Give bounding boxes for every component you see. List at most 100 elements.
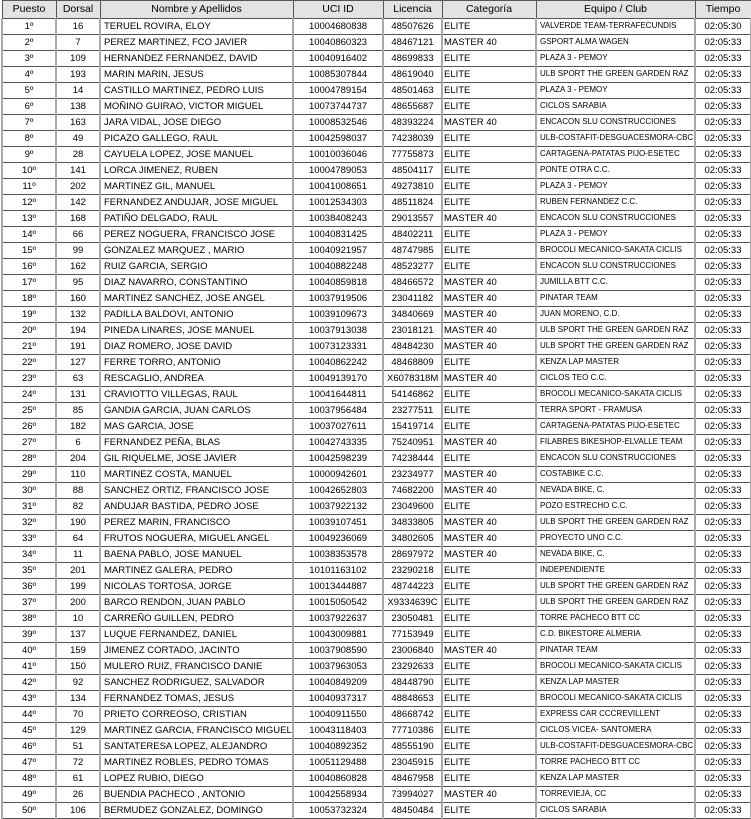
- table-row: 43º 134 FERNANDEZ TOMAS, JESUS 10040937317 4…: [1, 690, 751, 707]
- puesto-cell: 16º: [1, 258, 57, 275]
- dorsal-cell: 14: [55, 82, 101, 99]
- name-cell: GONZALEZ MARQUEZ , MARIO: [99, 242, 294, 259]
- categoria-cell: MASTER 40: [441, 514, 537, 531]
- uci-id-cell: 10041644811: [292, 386, 384, 403]
- puesto-cell: 21º: [1, 338, 57, 355]
- table-row: 28º 204 GIL RIQUELME, JOSE JAVIER 100425982…: [1, 450, 751, 467]
- time-cell: 02:05:33: [694, 34, 751, 51]
- licencia-cell: 23018121: [382, 322, 443, 339]
- time-cell: 02:05:33: [694, 466, 751, 483]
- team-cell: NEVADA BIKE, C.: [535, 482, 696, 499]
- name-cell: BAENA PABLO, JOSE MANUEL: [99, 546, 294, 563]
- time-cell: 02:05:33: [694, 354, 751, 371]
- categoria-cell: ELITE: [441, 226, 537, 243]
- time-cell: 02:05:33: [694, 562, 751, 579]
- uci-id-cell: 10039109673: [292, 306, 384, 323]
- licencia-cell: 48744223: [382, 578, 443, 595]
- dorsal-cell: 150: [55, 658, 101, 675]
- table-row: 24º 131 CRAVIOTTO VILLEGAS, RAUL 1004164481…: [1, 386, 751, 403]
- table-row: 17º 95 DIAZ NAVARRO, CONSTANTINO 1004085981…: [1, 274, 751, 291]
- licencia-cell: 74238039: [382, 130, 443, 147]
- time-cell: 02:05:33: [694, 626, 751, 643]
- puesto-cell: 46º: [1, 738, 57, 755]
- header-dorsal: Dorsal: [55, 0, 101, 19]
- categoria-cell: MASTER 40: [441, 786, 537, 803]
- uci-id-cell: 10037963053: [292, 658, 384, 675]
- team-cell: TORREVIEJA, CC: [535, 786, 696, 803]
- table-row: 7º 163 JARA VIDAL, JOSE DIEGO 10008532546 48…: [1, 114, 751, 131]
- dorsal-cell: 110: [55, 466, 101, 483]
- categoria-cell: MASTER 40: [441, 642, 537, 659]
- team-cell: ENCACON SLU CONSTRUCCIONES: [535, 114, 696, 131]
- time-cell: 02:05:33: [694, 610, 751, 627]
- time-cell: 02:05:33: [694, 578, 751, 595]
- licencia-cell: 23041182: [382, 290, 443, 307]
- dorsal-cell: 127: [55, 354, 101, 371]
- table-row: 39º 137 LUQUE FERNANDEZ, DANIEL 10043009881…: [1, 626, 751, 643]
- uci-id-cell: 10073123331: [292, 338, 384, 355]
- uci-id-cell: 10039107451: [292, 514, 384, 531]
- licencia-cell: 73994027: [382, 786, 443, 803]
- categoria-cell: ELITE: [441, 770, 537, 787]
- time-cell: 02:05:33: [694, 66, 751, 83]
- dorsal-cell: 26: [55, 786, 101, 803]
- categoria-cell: MASTER 40: [441, 306, 537, 323]
- time-cell: 02:05:33: [694, 802, 751, 819]
- uci-id-cell: 10004789154: [292, 82, 384, 99]
- time-cell: 02:05:33: [694, 130, 751, 147]
- time-cell: 02:05:33: [694, 482, 751, 499]
- uci-id-cell: 10040860828: [292, 770, 384, 787]
- licencia-cell: 48504117: [382, 162, 443, 179]
- dorsal-cell: 160: [55, 290, 101, 307]
- dorsal-cell: 109: [55, 50, 101, 67]
- licencia-cell: X6078318M: [382, 370, 443, 387]
- dorsal-cell: 138: [55, 98, 101, 115]
- puesto-cell: 41º: [1, 658, 57, 675]
- licencia-cell: 48501463: [382, 82, 443, 99]
- team-cell: VALVERDE TEAM-TERRAFECUNDIS: [535, 18, 696, 35]
- uci-id-cell: 10042652803: [292, 482, 384, 499]
- categoria-cell: MASTER 40: [441, 434, 537, 451]
- licencia-cell: 34840669: [382, 306, 443, 323]
- name-cell: DIAZ NAVARRO, CONSTANTINO: [99, 274, 294, 291]
- table-row: 48º 61 LOPEZ RUBIO, DIEGO 10040860828 484679…: [1, 770, 751, 787]
- licencia-cell: 23234977: [382, 466, 443, 483]
- team-cell: KENZA LAP MASTER: [535, 354, 696, 371]
- licencia-cell: 54146862: [382, 386, 443, 403]
- dorsal-cell: 82: [55, 498, 101, 515]
- puesto-cell: 4º: [1, 66, 57, 83]
- team-cell: POZO ESTRECHO C.C.: [535, 498, 696, 515]
- header-categoria: Categoría: [441, 0, 537, 19]
- categoria-cell: MASTER 40: [441, 338, 537, 355]
- categoria-cell: MASTER 40: [441, 546, 537, 563]
- dorsal-cell: 163: [55, 114, 101, 131]
- puesto-cell: 38º: [1, 610, 57, 627]
- uci-id-cell: 10043118403: [292, 722, 384, 739]
- time-cell: 02:05:33: [694, 754, 751, 771]
- time-cell: 02:05:33: [694, 738, 751, 755]
- uci-id-cell: 10040911550: [292, 706, 384, 723]
- uci-id-cell: 10000942601: [292, 466, 384, 483]
- licencia-cell: 48747985: [382, 242, 443, 259]
- table-row: 2º 7 PEREZ MARTINEZ, FCO JAVIER 10040860323…: [1, 34, 751, 51]
- time-cell: 02:05:33: [694, 322, 751, 339]
- uci-id-cell: 10037922132: [292, 498, 384, 515]
- dorsal-cell: 201: [55, 562, 101, 579]
- dorsal-cell: 159: [55, 642, 101, 659]
- team-cell: PROYECTO UNO C.C.: [535, 530, 696, 547]
- licencia-cell: 48448790: [382, 674, 443, 691]
- team-cell: CICLOS TEO C.C.: [535, 370, 696, 387]
- name-cell: MARTINEZ ROBLES, PEDRO TOMAS: [99, 754, 294, 771]
- table-row: 12º 142 FERNANDEZ ANDUJAR, JOSE MIGUEL 1001…: [1, 194, 751, 211]
- table-row: 42º 92 SANCHEZ RODRIGUEZ, SALVADOR 10040849…: [1, 674, 751, 691]
- time-cell: 02:05:30: [694, 18, 751, 35]
- time-cell: 02:05:33: [694, 514, 751, 531]
- puesto-cell: 23º: [1, 370, 57, 387]
- table-row: 16º 162 RUIZ GARCIA, SERGIO 10040882248 4852…: [1, 258, 751, 275]
- team-cell: BROCOLI MECANICO-SAKATA CICLIS: [535, 386, 696, 403]
- dorsal-cell: 51: [55, 738, 101, 755]
- time-cell: 02:05:33: [694, 178, 751, 195]
- categoria-cell: ELITE: [441, 402, 537, 419]
- header-puesto: Puesto: [1, 0, 57, 19]
- table-row: 37º 200 BARCO RENDON, JUAN PABLO 1001505054…: [1, 594, 751, 611]
